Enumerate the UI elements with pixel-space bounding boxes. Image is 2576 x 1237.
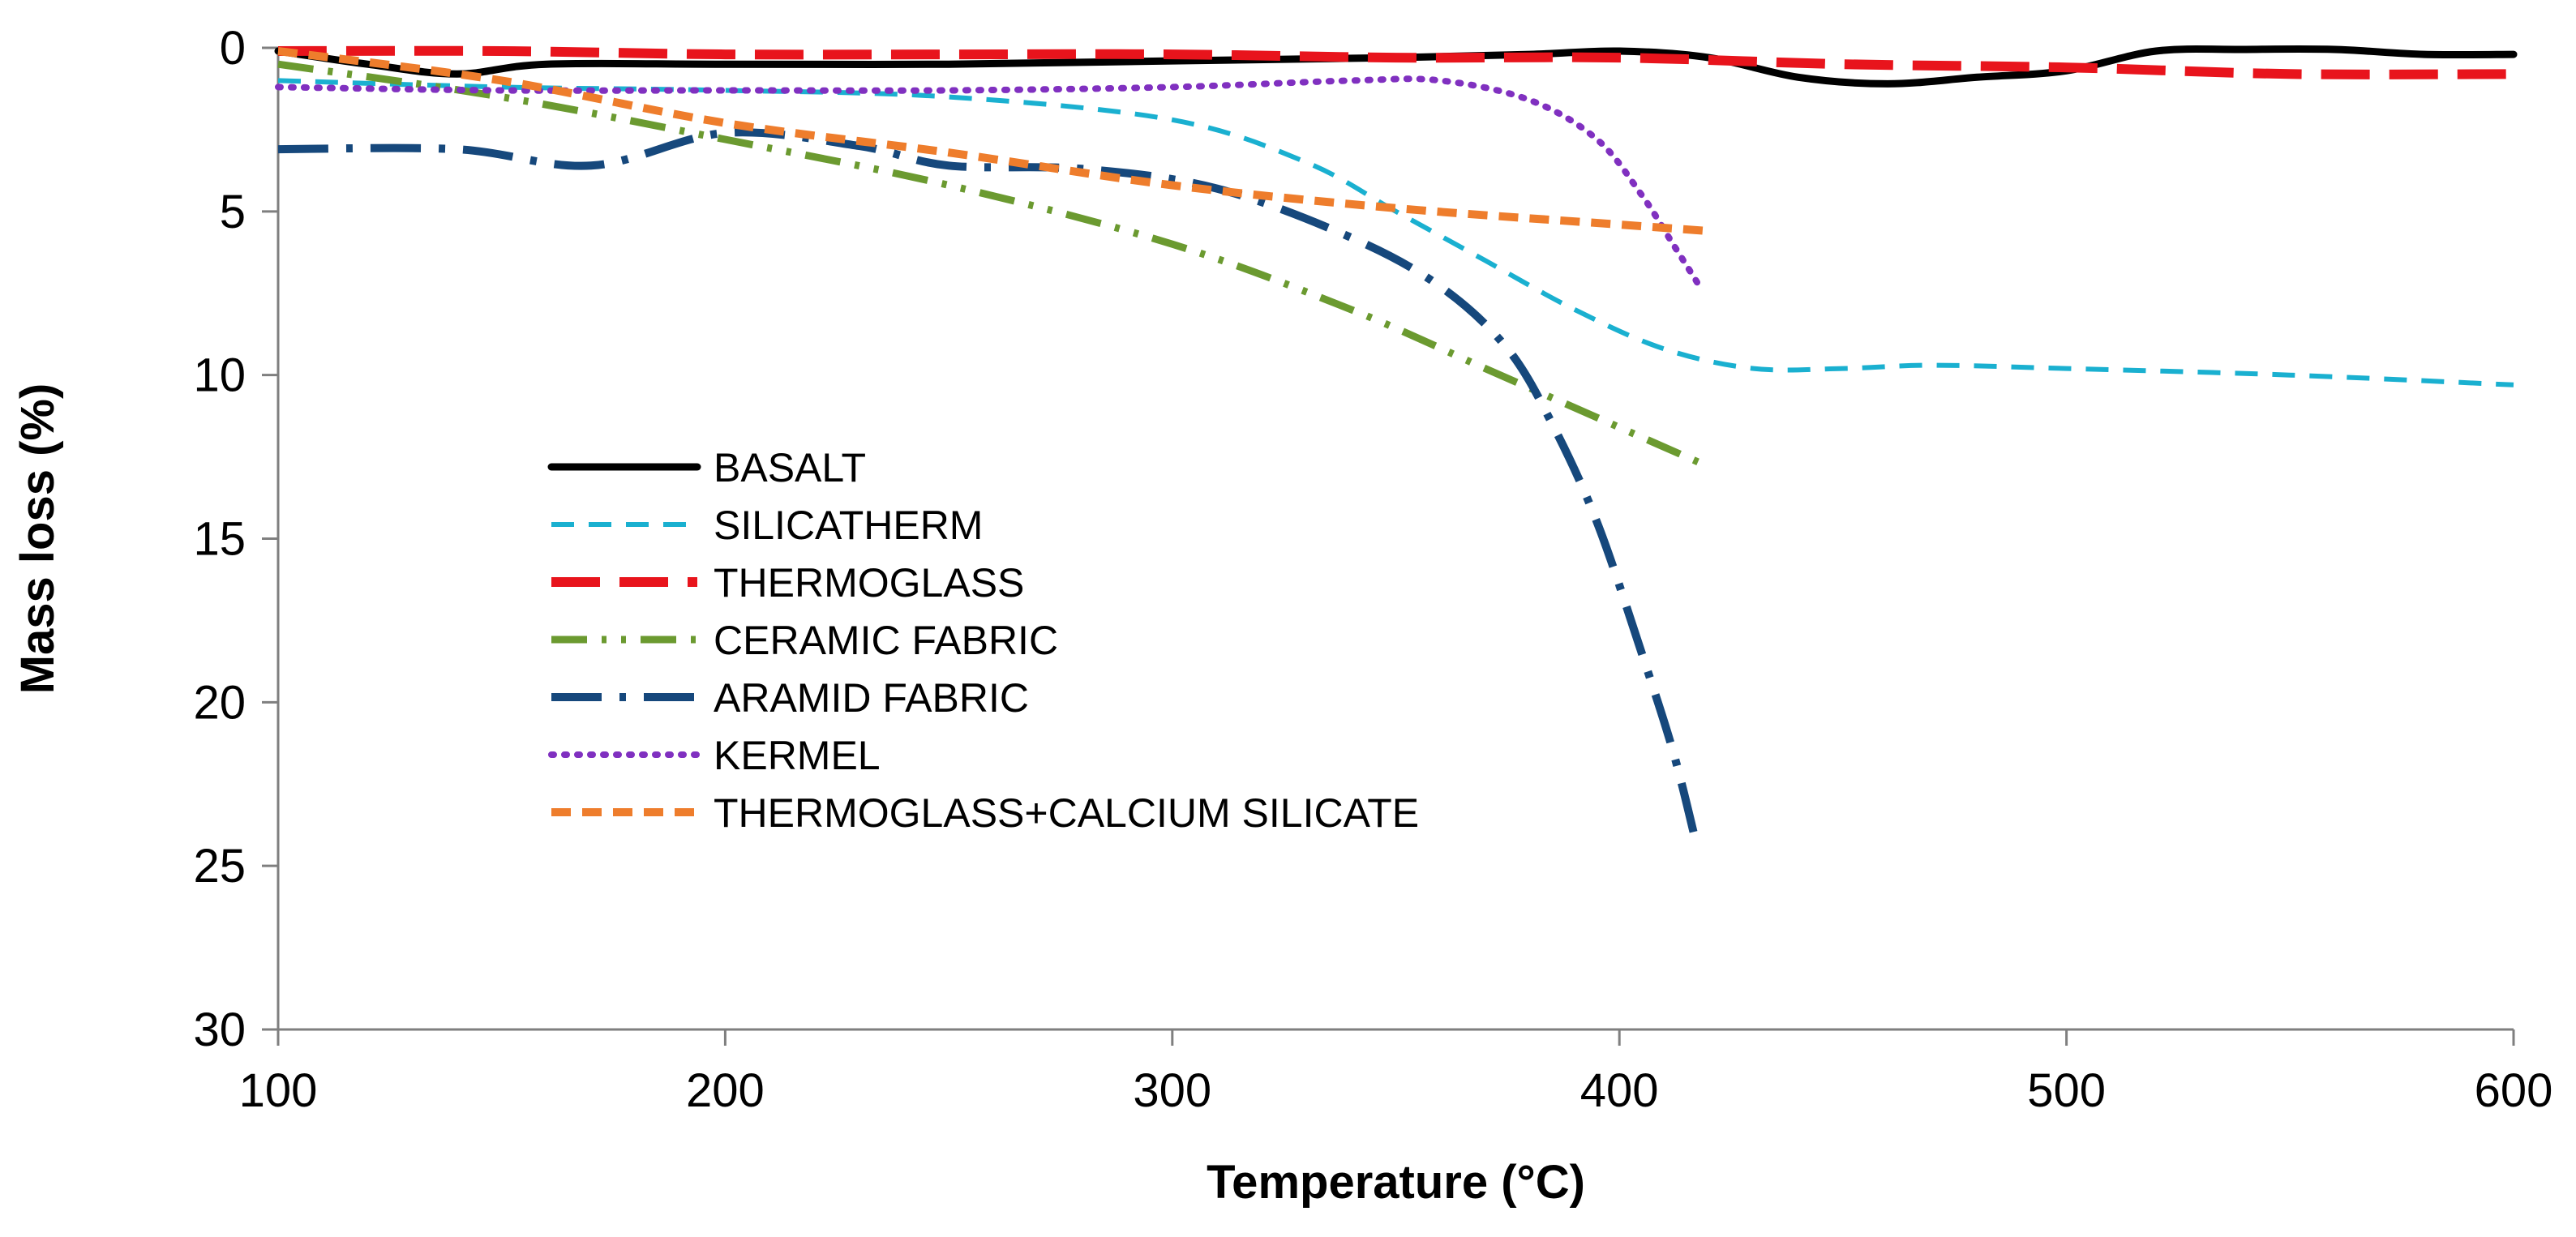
y-tick-label: 5 xyxy=(220,186,246,238)
x-tick-label: 100 xyxy=(239,1064,318,1117)
y-tick-label: 30 xyxy=(193,1004,246,1056)
y-tick-label: 15 xyxy=(193,513,246,566)
legend-label-basalt: BASALT xyxy=(714,445,866,490)
x-axis-title: Temperature (°C) xyxy=(1207,1156,1585,1209)
legend-label-kermel: KERMEL xyxy=(714,733,881,778)
y-tick-label: 20 xyxy=(193,676,246,729)
series-line-silicatherm xyxy=(277,78,2514,387)
legend-label-ceramic-fabric: CERAMIC FABRIC xyxy=(714,618,1058,663)
legend-label-silicatherm: SILICATHERM xyxy=(714,503,983,548)
y-axis-title: Mass loss (%) xyxy=(11,383,64,695)
y-tick-label: 0 xyxy=(220,22,246,75)
x-tick-label: 400 xyxy=(1580,1064,1659,1117)
x-tick-label: 300 xyxy=(1133,1064,1211,1117)
legend-label-thermoglass-calcium-silicate: THERMOGLASS+CALCIUM SILICATE xyxy=(714,790,1419,836)
series-line-kermel xyxy=(275,75,1704,290)
series xyxy=(274,45,2518,841)
legend-label-aramid-fabric: ARAMID FABRIC xyxy=(714,675,1029,721)
x-tick-label: 200 xyxy=(686,1064,765,1117)
series-line-thermoglass-calcium-silicate xyxy=(277,47,1709,236)
ticks: 0 5 10 15 20 25 30 100 200 300 400 500 600 xyxy=(193,22,2552,1117)
x-tick-label: 500 xyxy=(2027,1064,2106,1117)
x-tick-label: 600 xyxy=(2475,1064,2553,1117)
series-line-thermoglass xyxy=(277,45,2514,79)
legend-label-thermoglass: THERMOGLASS xyxy=(714,560,1024,606)
series-line-basalt xyxy=(274,45,2518,88)
y-tick-label: 10 xyxy=(193,349,246,402)
legend: BASALT SILICATHERM THERMOGLASS CERAMIC FABR… xyxy=(547,445,1419,836)
axes xyxy=(276,48,2514,1031)
series-line-ceramic-fabric xyxy=(277,60,1711,470)
series-line-aramid-fabric xyxy=(277,128,1699,841)
y-tick-label: 25 xyxy=(193,840,246,892)
